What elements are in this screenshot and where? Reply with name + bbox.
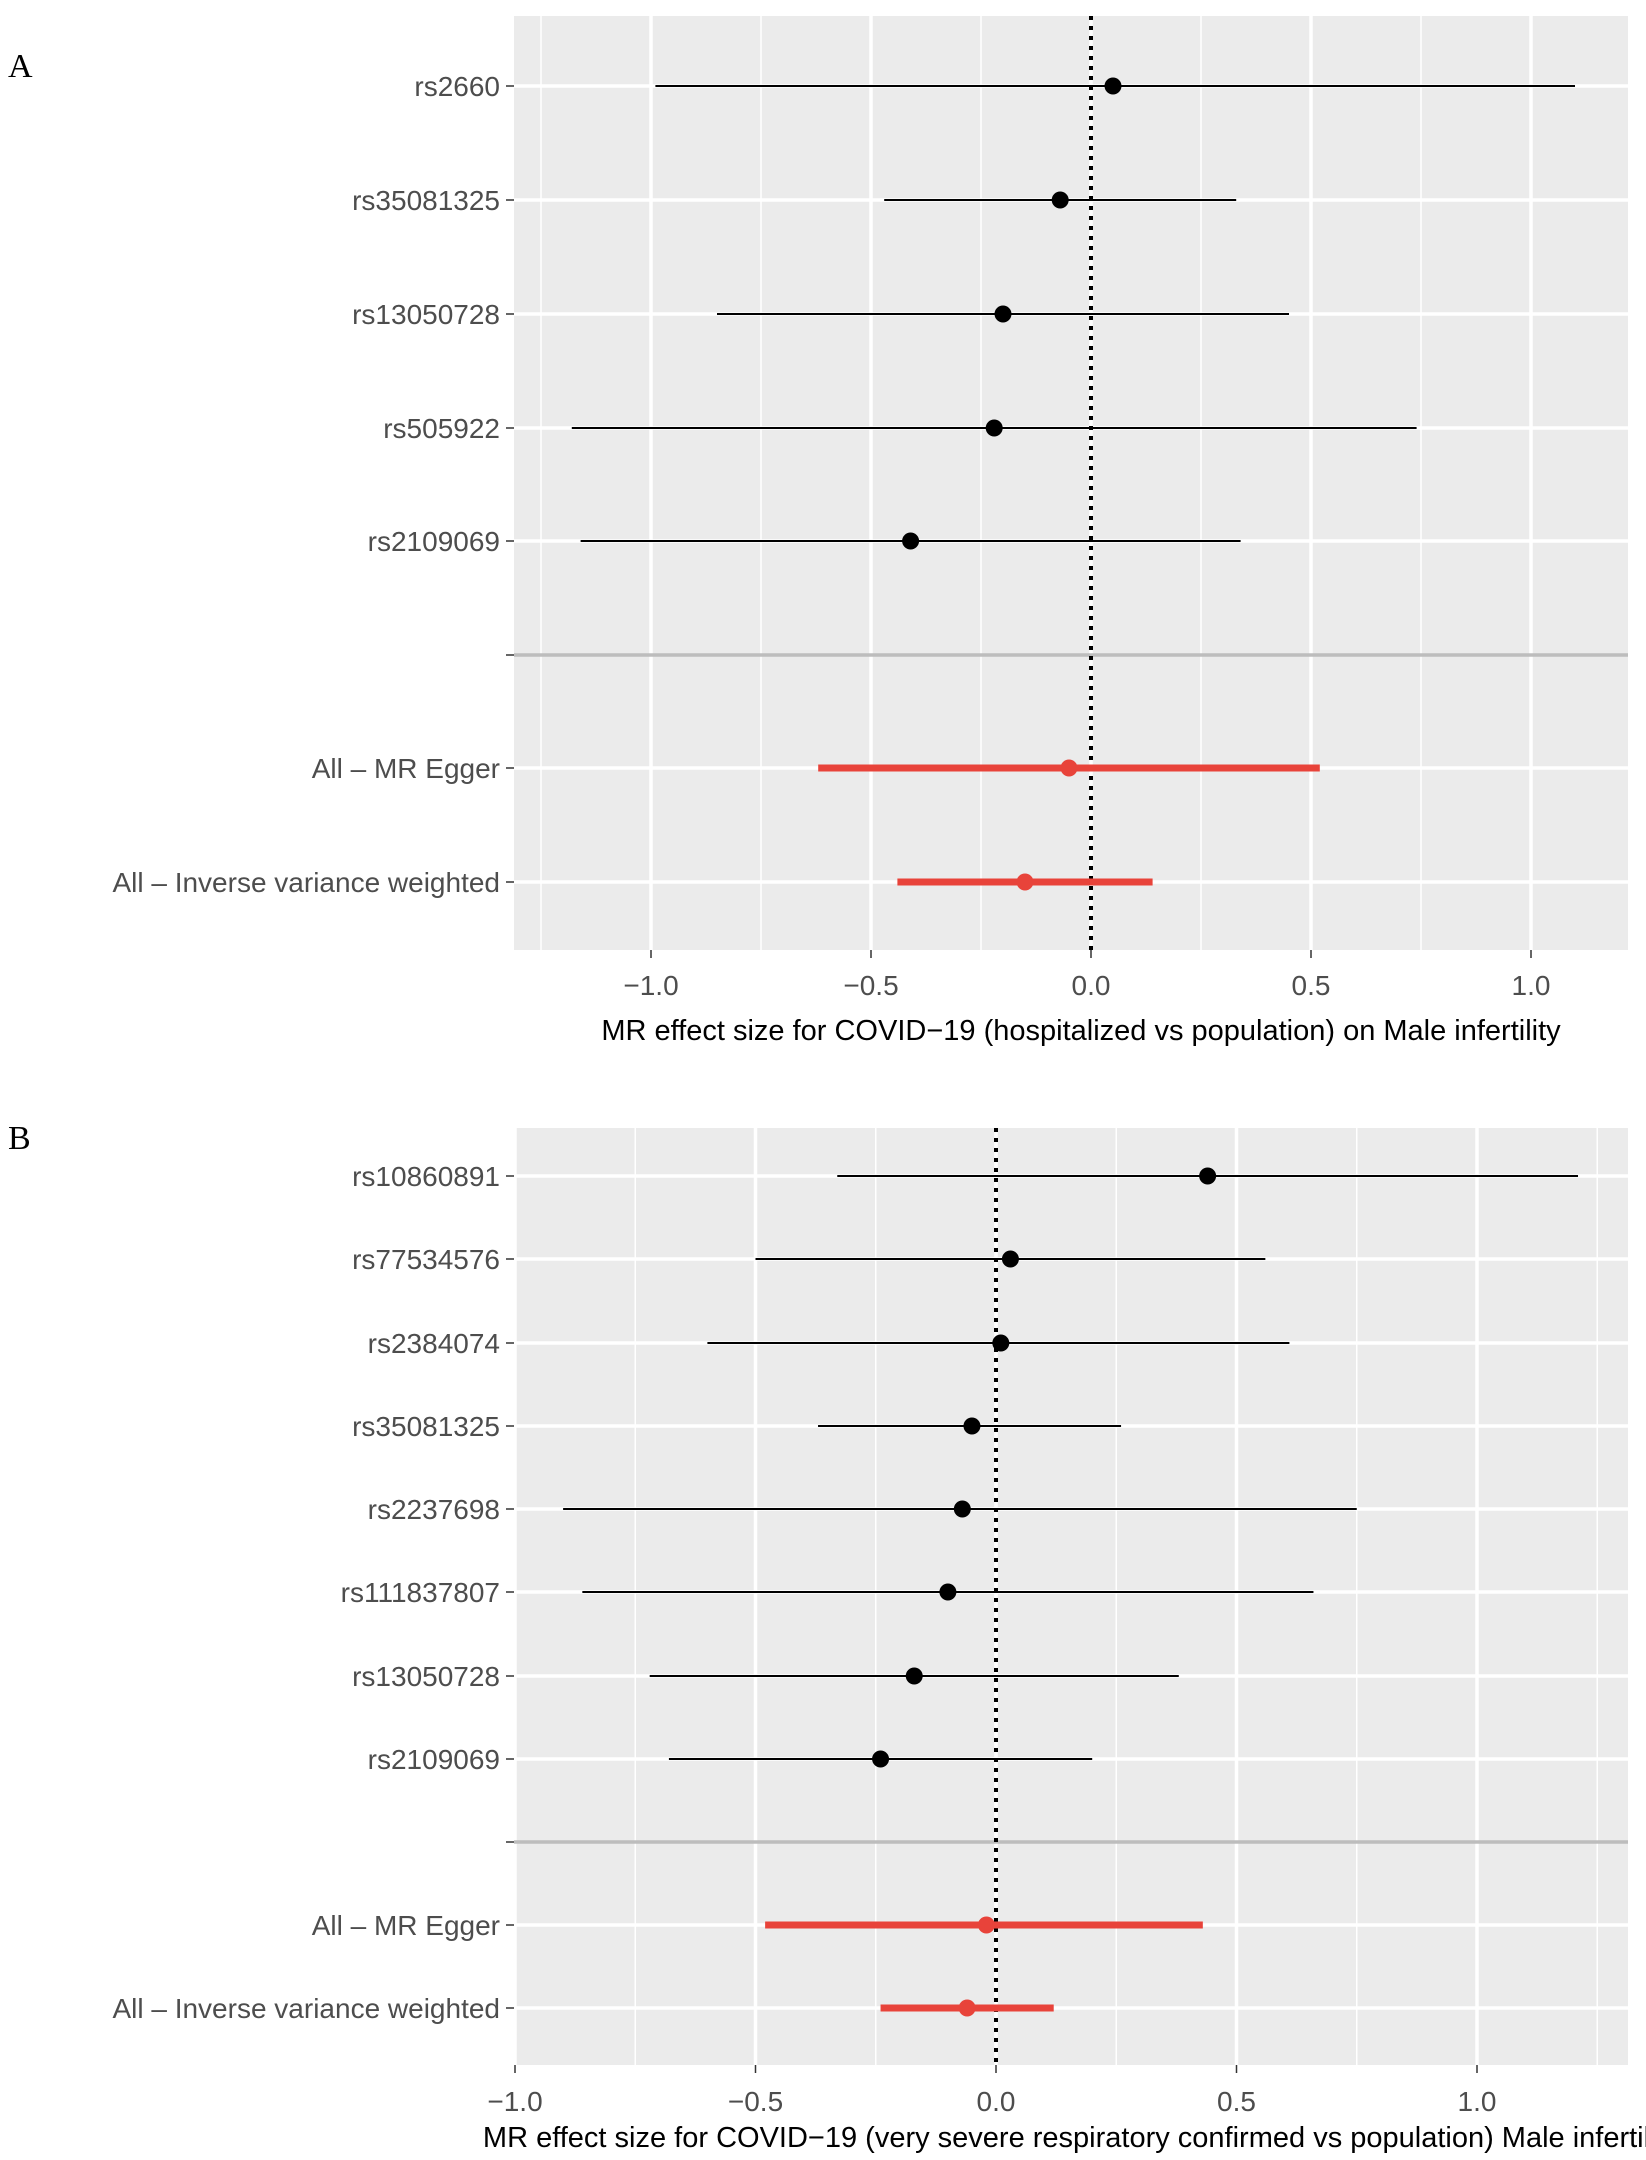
- panel-a-snp-point: [994, 305, 1012, 323]
- panel-b-summary-point: [977, 1916, 995, 1934]
- panel-b-snp-point: [872, 1750, 890, 1768]
- panel-b-x-tick-label: 0.0: [977, 2086, 1016, 2117]
- panel-b-x-axis-title: MR effect size for COVID−19 (very severe…: [483, 2122, 1646, 2154]
- panel-label-a: A: [8, 48, 33, 85]
- panel-b-summary-point: [958, 1999, 976, 2017]
- panel-a-y-tick-label: rs2660: [414, 71, 500, 102]
- panel-b-y-tick-label: All – MR Egger: [312, 1910, 500, 1941]
- panel-a-plot-background: [514, 16, 1628, 950]
- panel-a-y-tick-label: All – Inverse variance weighted: [112, 867, 500, 898]
- panel-a-y-tick-label: rs2109069: [368, 526, 500, 557]
- panel-b-y-tick-label: rs35081325: [352, 1411, 500, 1442]
- panel-a-y-tick-label: rs35081325: [352, 185, 500, 216]
- panel-a-y-tick-label: rs505922: [383, 413, 500, 444]
- panel-b-x-tick-label: 0.5: [1217, 2086, 1256, 2117]
- panel-a-snp-point: [985, 419, 1003, 437]
- panel-a-snp-point: [902, 532, 920, 550]
- forest-plot-b: rs10860891 rs77534576 rs2384074 rs35081325 r…: [112, 1128, 1646, 2154]
- panel-a-x-tick-label: 1.0: [1512, 970, 1551, 1001]
- panel-b-snp-point: [953, 1500, 971, 1518]
- panel-b-y-tick-label: rs2237698: [368, 1494, 500, 1525]
- panel-b-y-tick-label: All – Inverse variance weighted: [112, 1993, 500, 2024]
- panel-b-y-tick-label: rs111837807: [341, 1577, 500, 1608]
- panel-label-b: B: [8, 1120, 31, 1157]
- forest-plot-a: rs2660 rs35081325 rs13050728 rs505922 rs2109…: [112, 16, 1628, 1047]
- panel-a-summary-point: [1016, 873, 1034, 891]
- panel-b-snp-point: [939, 1583, 957, 1601]
- panel-b-plot-background: [514, 1128, 1628, 2065]
- panel-a-x-tick-label: 0.5: [1292, 970, 1331, 1001]
- panel-b-x-tick-label: −0.5: [728, 2086, 783, 2117]
- panel-b-y-tick-label: rs10860891: [352, 1161, 500, 1192]
- panel-b-snp-point: [992, 1334, 1010, 1352]
- panel-a-snp-point: [1051, 191, 1069, 209]
- panel-b-y-tick-label: rs2109069: [368, 1744, 500, 1775]
- panel-b-y-tick-label: rs77534576: [352, 1244, 500, 1275]
- panel-a-x-tick-label: −0.5: [843, 970, 898, 1001]
- panel-a-x-tick-label: −1.0: [623, 970, 678, 1001]
- panel-a-x-tick-label: 0.0: [1072, 970, 1111, 1001]
- panel-b-snp-point: [1199, 1167, 1217, 1185]
- panel-b-snp-point: [963, 1417, 981, 1435]
- panel-b-x-tick-label: −1.0: [487, 2086, 542, 2117]
- panel-a-y-tick-label: rs13050728: [352, 299, 500, 330]
- panel-b-y-tick-label: rs2384074: [368, 1328, 500, 1359]
- panel-a-x-axis-title: MR effect size for COVID−19 (hospitalize…: [601, 1015, 1561, 1047]
- panel-a-snp-point: [1104, 77, 1122, 95]
- panel-a-y-tick-label: All – MR Egger: [312, 753, 500, 784]
- panel-b-snp-point: [1001, 1250, 1019, 1268]
- panel-a-summary-point: [1060, 759, 1078, 777]
- panel-b-y-tick-label: rs13050728: [352, 1661, 500, 1692]
- panel-b-snp-point: [905, 1667, 923, 1685]
- panel-b-x-tick-label: 1.0: [1458, 2086, 1497, 2117]
